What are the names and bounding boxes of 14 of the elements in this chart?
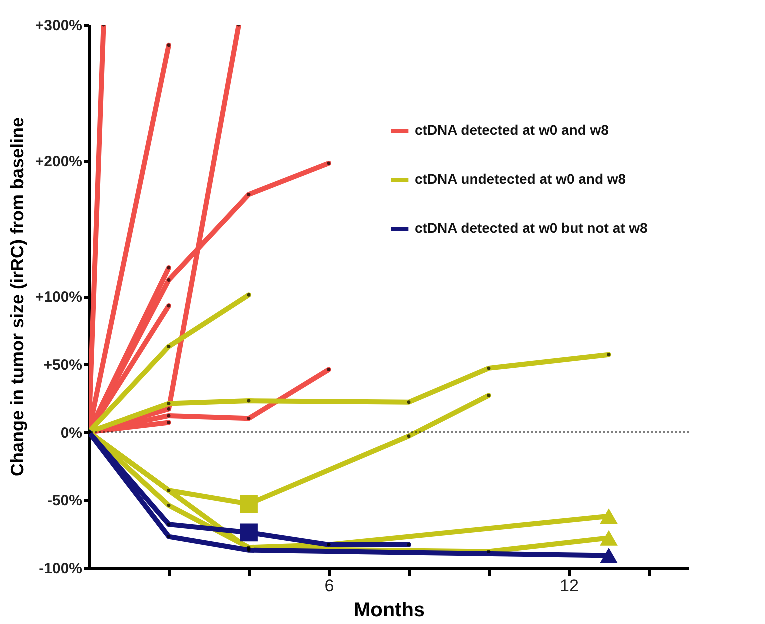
y-tick-label: +300% bbox=[35, 18, 82, 34]
y-tick-label: +200% bbox=[35, 153, 82, 170]
y-tick-label: -100% bbox=[39, 560, 82, 578]
legend-label: ctDNA detected at w0 and w8 bbox=[415, 122, 610, 138]
y-tick-label: +100% bbox=[35, 289, 82, 306]
legend-label: ctDNA detected at w0 but not at w8 bbox=[415, 220, 648, 236]
x-tick-label: 12 bbox=[560, 576, 579, 596]
x-axis-title: Months bbox=[354, 600, 426, 622]
legend-label: ctDNA undetected at w0 and w8 bbox=[415, 171, 626, 187]
y-tick-label: -50% bbox=[47, 492, 82, 510]
y-tick-label: 0% bbox=[60, 424, 82, 442]
x-tick-label: 6 bbox=[324, 576, 334, 596]
y-tick-label: +50% bbox=[44, 356, 82, 374]
y-axis-title: Change in tumor size (irRC) from baseline bbox=[7, 117, 28, 477]
